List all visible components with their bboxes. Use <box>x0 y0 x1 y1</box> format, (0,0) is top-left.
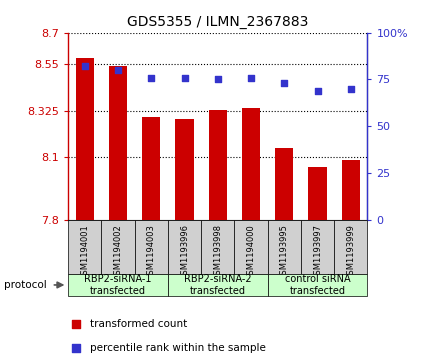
Point <box>304 11 312 17</box>
Bar <box>242 109 260 220</box>
Point <box>148 75 155 81</box>
Text: GSM1193998: GSM1193998 <box>213 224 222 280</box>
Title: GDS5355 / ILMN_2367883: GDS5355 / ILMN_2367883 <box>127 15 308 29</box>
Bar <box>142 117 161 220</box>
Text: protocol: protocol <box>4 280 47 290</box>
Point <box>281 80 288 86</box>
Bar <box>268 274 367 296</box>
Bar <box>68 274 168 296</box>
Text: percentile rank within the sample: percentile rank within the sample <box>90 343 265 352</box>
Bar <box>76 58 94 220</box>
Bar <box>68 220 102 274</box>
Text: GSM1193997: GSM1193997 <box>313 224 322 280</box>
Bar <box>301 220 334 274</box>
Text: GSM1194001: GSM1194001 <box>81 224 89 280</box>
Text: RBP2-siRNA-1
transfected: RBP2-siRNA-1 transfected <box>84 274 152 296</box>
Bar <box>341 160 360 220</box>
Text: GSM1193999: GSM1193999 <box>346 224 355 280</box>
Point <box>214 77 221 82</box>
Bar <box>109 66 127 220</box>
Point <box>347 86 354 92</box>
Text: transformed count: transformed count <box>90 319 187 329</box>
Text: GSM1194002: GSM1194002 <box>114 224 123 280</box>
Text: GSM1194003: GSM1194003 <box>147 224 156 280</box>
Bar <box>235 220 268 274</box>
Bar <box>201 220 235 274</box>
Text: GSM1193995: GSM1193995 <box>280 224 289 280</box>
Text: GSM1194000: GSM1194000 <box>246 224 256 280</box>
Bar <box>168 274 268 296</box>
Point <box>314 88 321 94</box>
Point <box>181 75 188 81</box>
Bar <box>209 110 227 220</box>
Point <box>248 75 255 81</box>
Point <box>114 67 121 73</box>
Text: RBP2-siRNA-2
transfected: RBP2-siRNA-2 transfected <box>184 274 252 296</box>
Text: GSM1193996: GSM1193996 <box>180 224 189 280</box>
Bar <box>102 220 135 274</box>
Bar <box>308 167 326 220</box>
Bar <box>268 220 301 274</box>
Point <box>304 226 312 232</box>
Bar <box>334 220 367 274</box>
Text: control siRNA
transfected: control siRNA transfected <box>285 274 350 296</box>
Bar <box>168 220 201 274</box>
Point <box>81 64 88 69</box>
Bar <box>275 148 293 220</box>
Bar <box>176 119 194 220</box>
Bar <box>135 220 168 274</box>
